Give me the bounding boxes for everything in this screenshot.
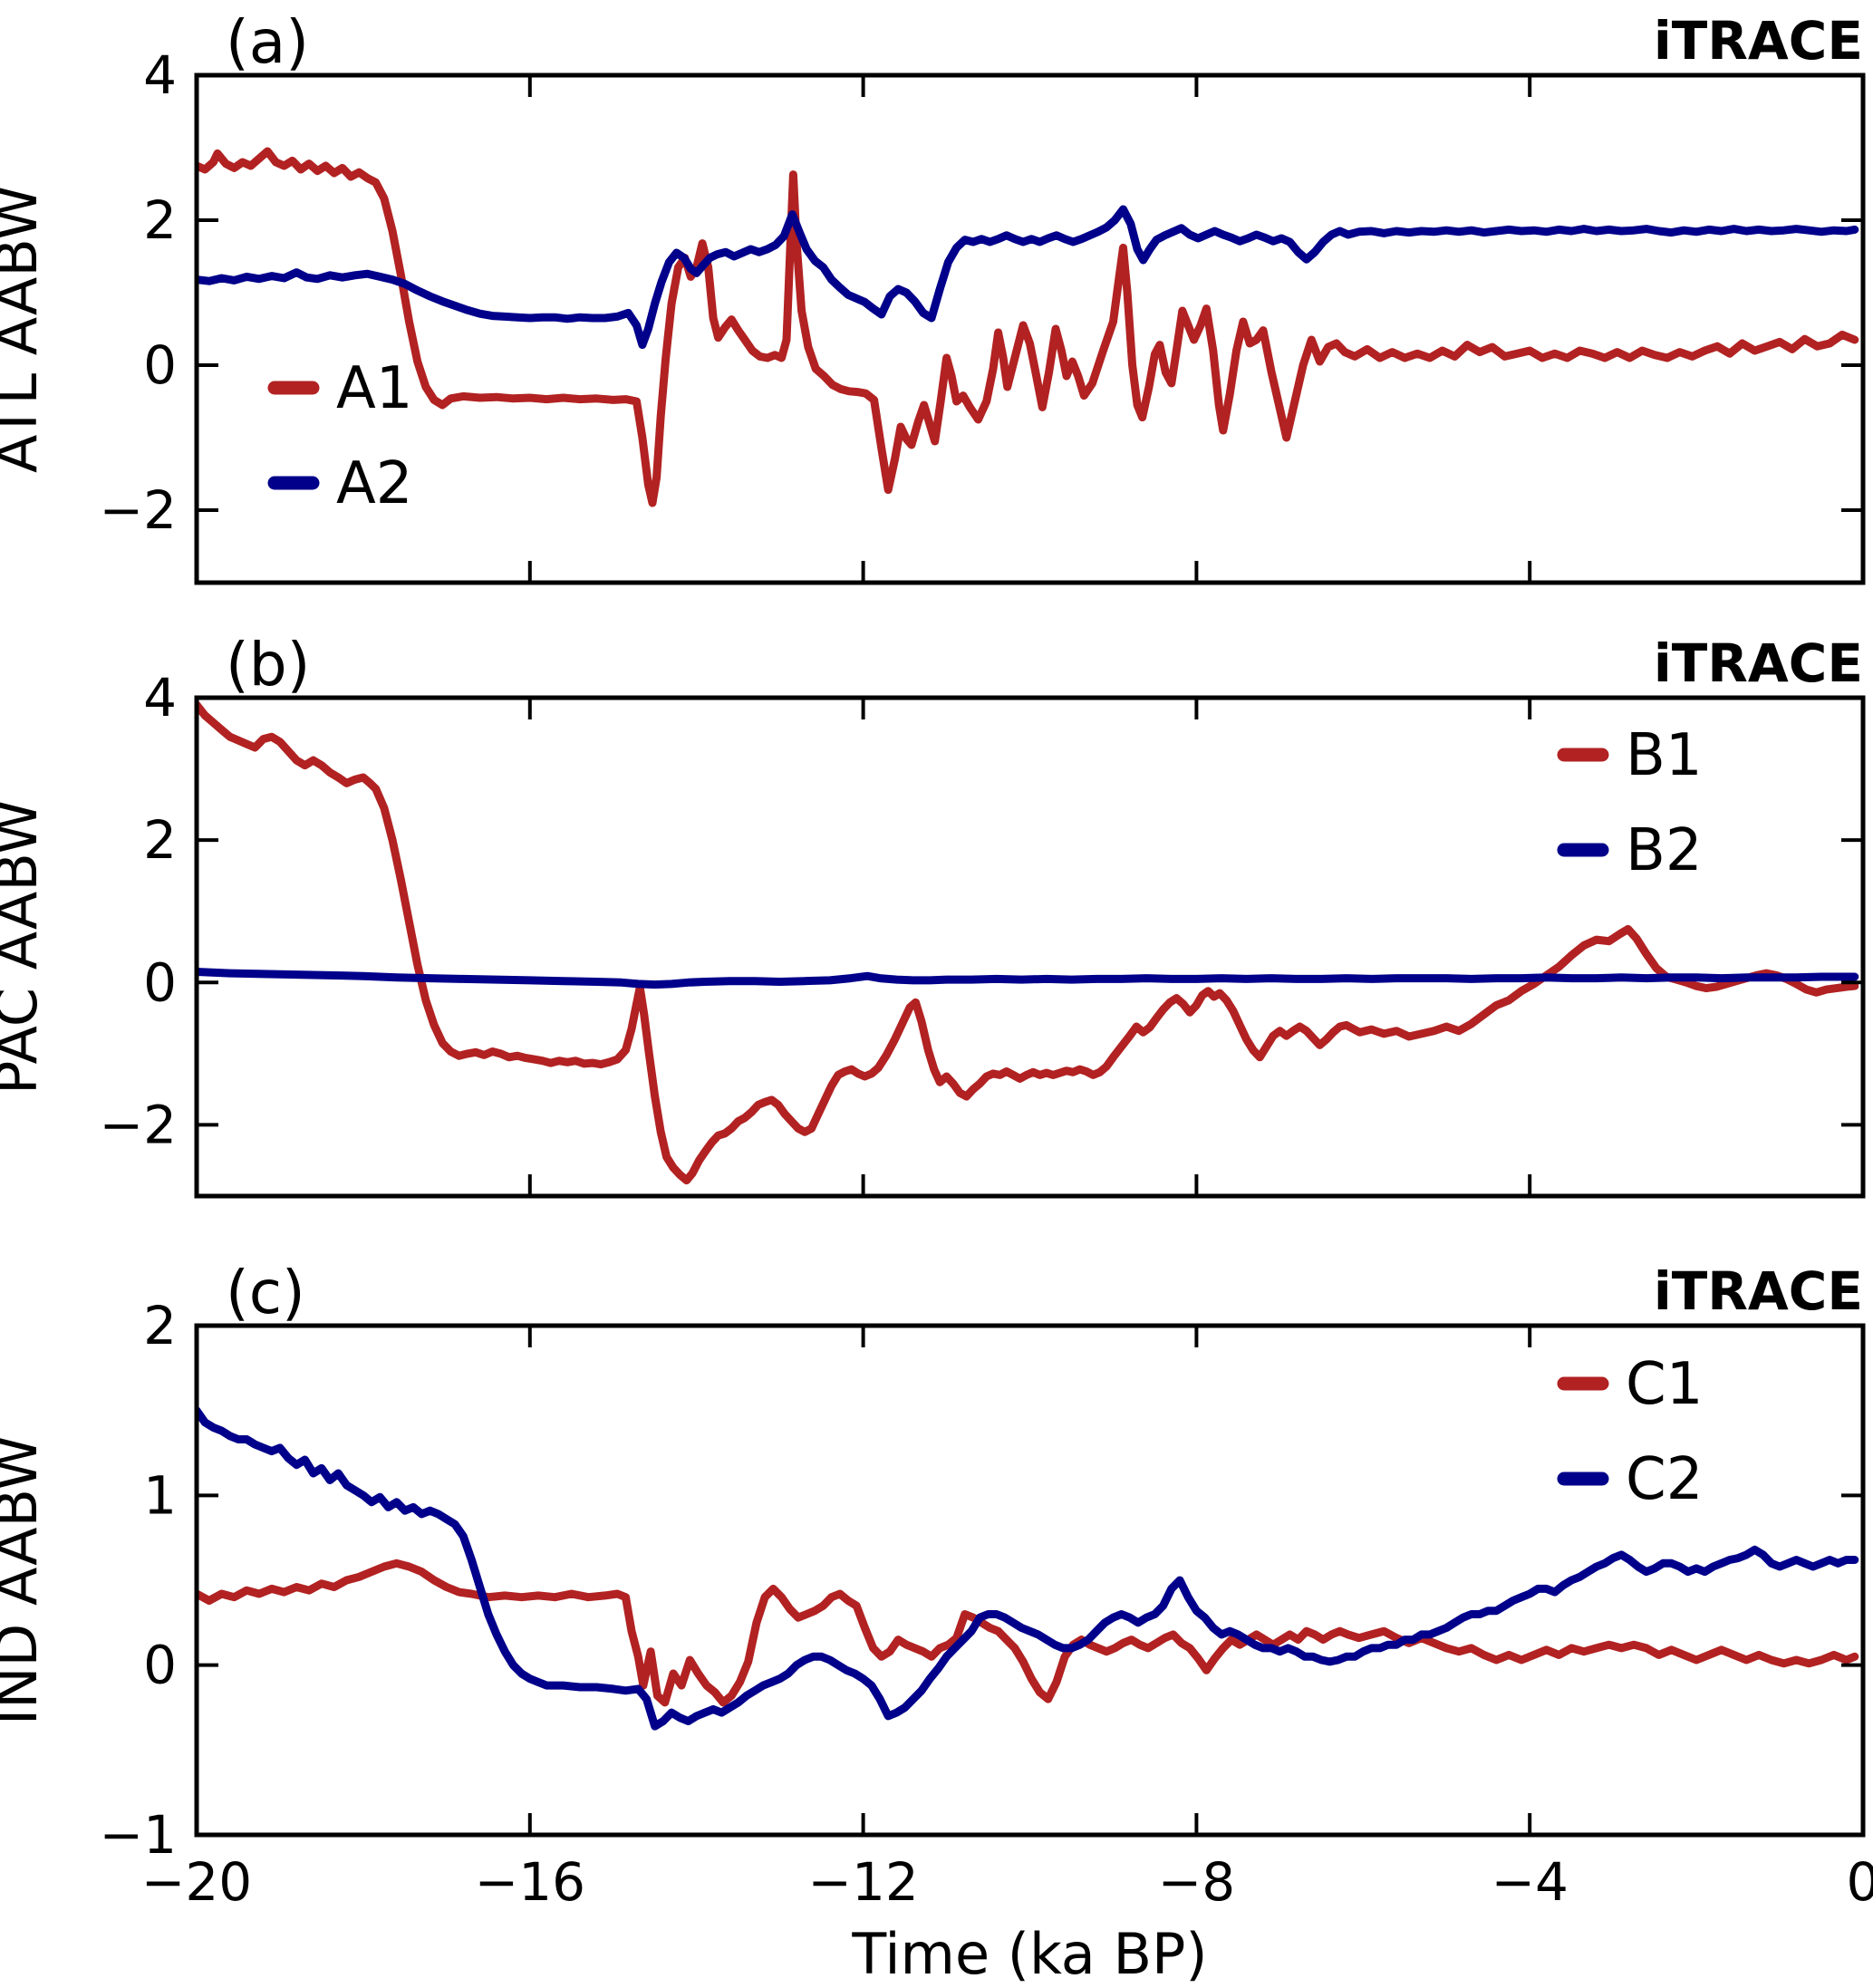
panel-a-frame <box>194 72 1866 585</box>
y-tick-label: −1 <box>100 1804 178 1866</box>
x-tick-label: −12 <box>807 1851 918 1913</box>
legend-label-C2: C2 <box>1626 1446 1703 1513</box>
y-tick-label: 0 <box>143 1635 177 1696</box>
y-tick-label: 4 <box>143 44 177 106</box>
y-axis-label: ATL AABW <box>0 185 50 473</box>
y-tick-label: 1 <box>143 1464 177 1526</box>
series-B1-line <box>197 700 1859 1185</box>
y-tick-label: 2 <box>143 809 177 871</box>
y-axis-label: IND AABW <box>0 1435 50 1725</box>
y-tick-label: 0 <box>143 951 177 1013</box>
corner-label-itrace: iTRACE <box>1654 1260 1863 1322</box>
legend-label-A1: A1 <box>336 355 413 422</box>
corner-label-itrace: iTRACE <box>1654 10 1863 72</box>
panel-b-frame <box>194 695 1866 1199</box>
series-A2-line <box>197 205 1859 350</box>
y-tick-label: 4 <box>143 667 177 729</box>
x-tick-label: −20 <box>141 1851 252 1913</box>
legend-label-C1: C1 <box>1626 1351 1703 1418</box>
panel-label: (a) <box>226 7 309 77</box>
y-tick-label: −2 <box>100 479 178 541</box>
legend-label-B1: B1 <box>1626 722 1703 789</box>
y-axis-label: PAC AABW <box>0 799 50 1095</box>
legend-label-B2: B2 <box>1626 817 1703 884</box>
panel-c-frame <box>194 1323 1866 1838</box>
y-tick-label: −2 <box>100 1094 178 1155</box>
panel-label: (c) <box>226 1258 305 1327</box>
x-tick-label: −8 <box>1158 1851 1236 1913</box>
corner-label-itrace: iTRACE <box>1654 632 1863 694</box>
legend-label-A2: A2 <box>336 450 413 517</box>
x-tick-label: −16 <box>475 1851 585 1913</box>
panel-label: (b) <box>226 630 310 700</box>
y-tick-label: 2 <box>143 189 177 251</box>
series-A1-line <box>197 147 1859 507</box>
y-tick-label: 2 <box>143 1295 177 1356</box>
series-C2-line <box>197 1406 1859 1731</box>
y-tick-label: 0 <box>143 334 177 396</box>
x-tick-label: 0 <box>1847 1851 1873 1913</box>
series-B2-line <box>197 968 1859 989</box>
x-tick-label: −4 <box>1491 1851 1569 1913</box>
x-axis-label: Time (ka BP) <box>851 1921 1207 1987</box>
series-C1-line <box>197 1559 1859 1707</box>
